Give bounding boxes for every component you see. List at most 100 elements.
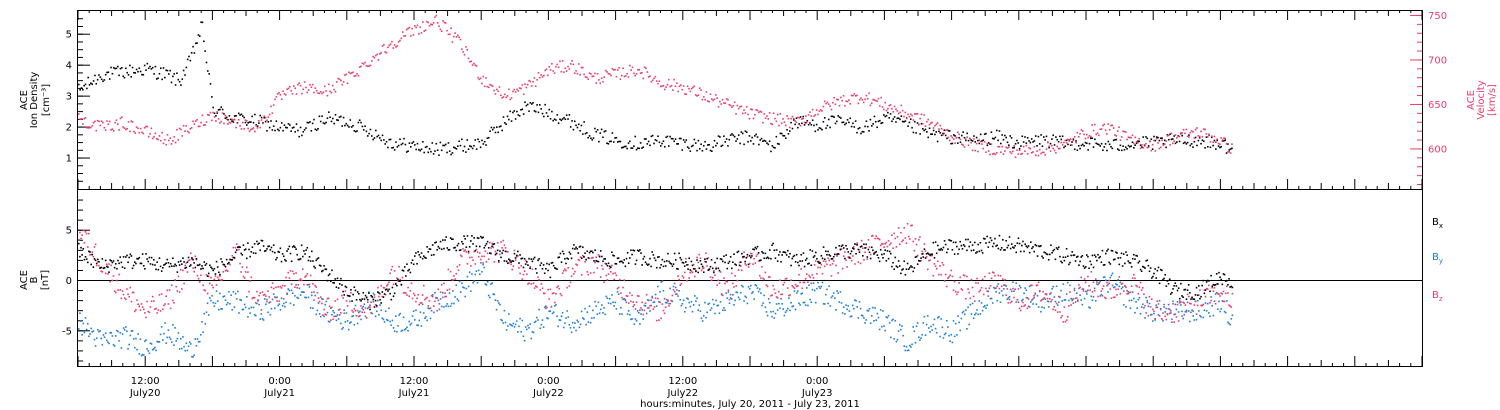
velocity-point	[1212, 141, 1214, 143]
bz-point	[775, 296, 778, 298]
velocity-point	[442, 20, 444, 22]
by-point	[715, 299, 717, 302]
bz-point	[257, 299, 259, 301]
bz-point	[1126, 293, 1128, 295]
bz-point	[527, 283, 529, 285]
bz-point	[537, 276, 539, 278]
density-point	[610, 140, 612, 143]
by-point	[953, 335, 956, 338]
bz-point	[854, 263, 856, 265]
density-point	[866, 125, 869, 128]
by-point	[521, 319, 524, 322]
by-point	[742, 285, 744, 288]
by-point	[498, 302, 500, 304]
bx-point	[262, 245, 265, 247]
bz-point	[695, 269, 697, 272]
density-point	[190, 51, 193, 54]
velocity-point	[616, 69, 619, 71]
density-point	[598, 140, 600, 143]
bz-point	[930, 254, 932, 257]
by-point	[1052, 285, 1054, 288]
velocity-point	[760, 111, 763, 113]
bx-point	[795, 253, 798, 256]
density-point	[924, 128, 927, 131]
density-point	[1155, 136, 1158, 138]
by-point	[1192, 315, 1194, 317]
velocity-point	[1005, 146, 1007, 149]
density-point	[857, 127, 860, 130]
by-point	[751, 292, 753, 295]
by-point	[896, 338, 899, 341]
density-point	[974, 141, 977, 143]
bz-point	[272, 287, 275, 290]
density-point	[504, 122, 506, 124]
bz-point	[858, 249, 861, 251]
velocity-point	[697, 94, 700, 96]
by-point	[657, 285, 659, 288]
by-point	[106, 339, 108, 342]
by-point	[1028, 285, 1031, 288]
density-point	[860, 132, 862, 135]
bz-point	[976, 277, 978, 280]
bz-point	[456, 265, 459, 268]
bz-point	[92, 255, 95, 258]
by-point	[1158, 299, 1161, 302]
bz-point	[198, 281, 201, 283]
bz-point	[1227, 292, 1229, 294]
by-point	[383, 321, 386, 323]
by-point	[678, 289, 680, 292]
bz-point	[769, 276, 771, 278]
bx-point	[750, 256, 752, 259]
by-point	[396, 330, 398, 333]
by-point	[615, 308, 618, 310]
bx-point	[573, 244, 575, 246]
by-point	[325, 300, 328, 303]
density-point	[873, 115, 876, 118]
by-point	[1199, 314, 1201, 317]
density-point	[659, 145, 662, 147]
bz-point	[148, 311, 151, 314]
bz-point	[306, 273, 309, 275]
density-point	[1009, 135, 1011, 137]
bz-point	[1080, 276, 1082, 279]
bx-point	[582, 246, 584, 249]
velocity-point	[852, 94, 854, 97]
by-point	[499, 303, 501, 306]
velocity-point	[248, 130, 251, 133]
bz-point	[919, 236, 921, 238]
bz-point	[513, 249, 516, 252]
bz-point	[1058, 295, 1060, 298]
by-point	[976, 309, 978, 311]
density-point	[165, 69, 167, 72]
bz-point	[723, 277, 725, 280]
velocity-point	[834, 103, 837, 106]
by-point	[758, 288, 761, 290]
density-point	[631, 147, 634, 149]
bz-point	[836, 255, 838, 257]
by-point	[99, 330, 101, 332]
velocity-point	[590, 73, 592, 75]
bx-point	[844, 257, 846, 260]
density-point	[555, 119, 557, 121]
density-point	[258, 122, 260, 124]
by-point	[1004, 284, 1006, 287]
bx-point	[634, 263, 637, 265]
velocity-point	[993, 152, 995, 155]
bz-point	[864, 251, 866, 254]
velocity-point	[1122, 130, 1124, 133]
density-point	[809, 122, 811, 124]
density-point	[525, 104, 528, 107]
velocity-point	[405, 28, 408, 31]
bx-point	[922, 256, 925, 258]
by-point	[1058, 301, 1060, 304]
velocity-point	[685, 93, 688, 96]
bz-point	[258, 294, 260, 297]
density-point	[831, 115, 834, 118]
density-point	[494, 131, 497, 134]
density-point	[361, 125, 364, 128]
density-point	[92, 80, 95, 82]
bz-point	[256, 290, 258, 293]
bx-point	[254, 252, 257, 255]
by-point	[1031, 299, 1033, 301]
bz-point	[378, 295, 380, 298]
